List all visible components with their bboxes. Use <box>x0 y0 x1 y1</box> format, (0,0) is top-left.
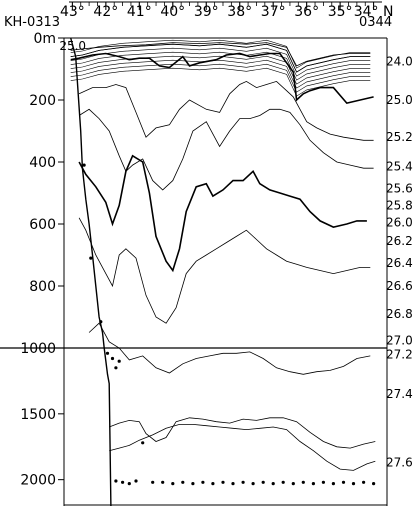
isopycnal-shallow <box>70 47 371 77</box>
sample-dot <box>351 482 356 486</box>
x-tick-label: 37° <box>261 4 286 20</box>
y-tick-label: 0m <box>33 31 56 47</box>
y-tick-label: 2000 <box>20 473 56 489</box>
x-tick-label: 38° <box>227 4 252 20</box>
sample-dot <box>331 482 335 486</box>
isopycnal-shallow <box>70 43 371 73</box>
isopycnal-26-4 <box>78 217 371 324</box>
isopycnal-shallow <box>70 59 371 89</box>
sample-dot <box>201 480 205 484</box>
sample-dot <box>99 320 103 324</box>
sample-dot <box>372 482 376 486</box>
x-tick-label: 39° <box>194 4 219 20</box>
sample-dot <box>82 163 86 167</box>
contour-label: 27.4 <box>386 387 413 401</box>
bottom-profile <box>70 37 112 506</box>
axes-frame <box>0 37 388 506</box>
contour-label: 26.6 <box>386 279 413 293</box>
sample-dot <box>141 441 145 445</box>
x-tick-label: 34° N <box>354 4 394 20</box>
contour-label: 27.0 <box>386 333 413 347</box>
sample-dot <box>161 480 165 484</box>
y-tick-label: 1500 <box>20 407 56 423</box>
contour-label: 25.2 <box>386 130 413 144</box>
station-end-label: 0344 <box>359 15 392 30</box>
sample-dot <box>191 482 195 486</box>
isopycnal-shallow <box>70 51 371 81</box>
isopycnal-27 <box>88 322 371 375</box>
sample-dots <box>82 163 376 486</box>
contour-label: 24.0 <box>386 54 413 68</box>
contour-label: 26.0 <box>386 215 413 229</box>
sample-dot <box>221 480 225 484</box>
isopycnal-27-4 <box>109 417 376 449</box>
x-tick-label: 42° <box>93 4 118 20</box>
sample-dot <box>105 351 110 355</box>
sample-dot <box>311 482 315 486</box>
sample-dot <box>271 482 275 486</box>
sample-dot <box>127 482 131 486</box>
isopycnal-lines <box>70 39 376 471</box>
sample-dot <box>241 480 245 484</box>
sample-dot <box>231 482 235 486</box>
contour-label: 25.6 <box>386 181 413 195</box>
sample-dot <box>114 366 118 370</box>
sample-dot <box>211 482 215 486</box>
sample-dot <box>121 480 125 484</box>
bottom-profile-line <box>70 37 112 506</box>
contour-label: 26.4 <box>386 256 413 270</box>
sample-dot <box>134 479 138 483</box>
isopycnal-26 <box>78 154 367 273</box>
sample-dot <box>117 359 121 363</box>
y-tick-label: 800 <box>29 279 56 295</box>
isopycnal-27-6 <box>109 424 376 471</box>
x-tick-label: 35° <box>328 4 353 20</box>
sample-dot <box>291 482 295 486</box>
sample-dot <box>110 356 115 361</box>
sample-dot <box>114 479 118 483</box>
x-tick-label: 40° <box>160 4 185 20</box>
sample-dot <box>261 480 265 484</box>
sample-dot <box>341 480 346 484</box>
contour-label: 26.8 <box>386 307 413 321</box>
sample-dot <box>151 480 155 484</box>
y-tick-label: 200 <box>29 93 56 109</box>
y-axis-ticks: 0m 200 400 600 800 1000 1500 2000 <box>20 31 64 489</box>
sample-dot <box>181 480 185 484</box>
contour-label: 25.4 <box>386 160 413 174</box>
contour-labels: 25.0 24.0 25.0 25.2 25.4 25.6 25.8 26.0 26.2 26.4… <box>59 39 412 470</box>
sample-dot <box>362 480 366 484</box>
y-tick-label: 600 <box>29 217 56 233</box>
x-tick-label: 41° <box>127 4 152 20</box>
isopycnal-shallow <box>70 63 371 93</box>
isopycnal-25-2 <box>78 80 374 141</box>
sample-dot <box>301 480 305 484</box>
isopycnal-24-4 <box>70 42 371 67</box>
isopycnal-shallow <box>70 39 371 69</box>
sample-dot <box>171 482 175 486</box>
contour-label: 27.6 <box>386 456 413 470</box>
station-start-label: KH-0313 <box>4 15 60 30</box>
contour-label: 25.8 <box>386 198 413 212</box>
sample-dot <box>251 482 255 486</box>
contour-label: 25.0 <box>386 93 413 107</box>
isopycnal-shallow <box>70 55 371 85</box>
sample-dot <box>89 256 93 260</box>
isopycnal-shallow <box>70 67 371 97</box>
x-tick-label: 36° <box>294 4 319 20</box>
x-axis-ticks: 43° 42° 41° 40° 39° 38° 37° 36° 35° 34° N <box>60 1 394 20</box>
y-tick-label: 1000 <box>20 341 56 357</box>
y-tick-label: 400 <box>29 155 56 171</box>
x-tick-label: 43° <box>60 4 85 20</box>
contour-label: 26.2 <box>386 234 413 248</box>
contour-label: 25.0 <box>59 39 86 53</box>
isopycnal-25-4 <box>78 108 374 191</box>
contour-label: 27.2 <box>386 348 413 362</box>
sample-dot <box>321 480 325 484</box>
sample-dot <box>281 480 285 484</box>
